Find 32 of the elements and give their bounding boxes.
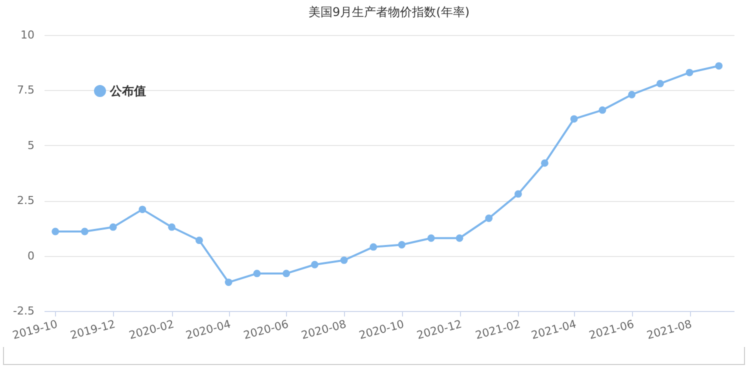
point <box>370 243 378 251</box>
point <box>485 214 493 222</box>
chart-title: 美国9月生产者物价指数(年率) <box>308 5 470 19</box>
legend-label: 公布值 <box>109 84 146 98</box>
point <box>52 228 60 236</box>
point <box>80 228 88 236</box>
point <box>514 190 522 198</box>
point <box>398 241 406 248</box>
point <box>138 206 146 214</box>
point <box>686 68 694 76</box>
point <box>456 234 464 242</box>
point <box>168 223 176 231</box>
point <box>570 115 578 123</box>
point <box>109 223 117 231</box>
point <box>628 90 636 98</box>
point <box>282 270 290 278</box>
y-tick-label: 2.5 <box>17 194 34 208</box>
point <box>656 80 664 88</box>
y-tick-label: 10 <box>20 28 34 42</box>
y-tick-label: 5 <box>28 138 34 152</box>
point <box>540 159 548 167</box>
point <box>310 260 318 268</box>
y-tick-label: -2.5 <box>13 304 34 318</box>
point <box>427 234 435 242</box>
point <box>196 236 203 244</box>
point <box>715 62 723 70</box>
point <box>598 106 606 114</box>
point <box>253 270 261 278</box>
y-tick-label: 7.5 <box>17 84 34 97</box>
point <box>224 278 232 286</box>
y-tick-label: 0 <box>28 249 34 262</box>
point <box>340 256 348 264</box>
